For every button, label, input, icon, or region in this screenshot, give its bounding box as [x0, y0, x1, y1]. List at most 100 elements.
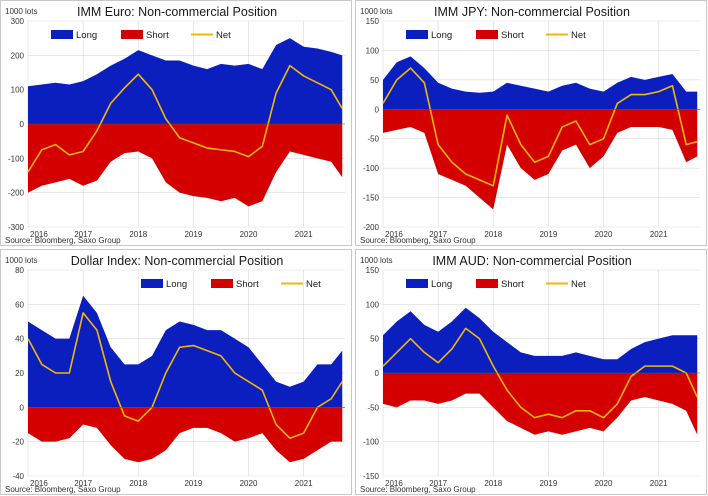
y-tick-label: 40	[15, 335, 24, 344]
chart-dollar-index: Dollar Index: Non-commercial Position 100…	[5, 254, 345, 494]
x-tick-label: 2021	[295, 479, 313, 488]
y-tick-label: 50	[370, 335, 379, 344]
y-tick-label: 0	[375, 369, 380, 378]
legend-label-net: Net	[306, 279, 321, 290]
x-tick-label: 2019	[539, 230, 557, 239]
x-tick-label: 2016	[30, 230, 48, 239]
y-tick-label: 60	[15, 300, 24, 309]
line-net	[382, 67, 698, 187]
x-tick-label: 2017	[429, 230, 447, 239]
legend-swatch-short	[476, 279, 498, 288]
legend: Long Short Net	[406, 279, 586, 290]
y-tick-label: 80	[15, 266, 24, 275]
legend-label-short: Short	[501, 279, 524, 290]
x-tick-label: 2019	[539, 479, 557, 488]
legend: Long Short Net	[141, 279, 321, 290]
x-tick-label: 2017	[74, 230, 92, 239]
x-tick-label: 2018	[484, 230, 502, 239]
y-tick-label: 20	[15, 369, 24, 378]
x-tick-label: 2019	[184, 479, 202, 488]
legend-label-net: Net	[571, 30, 586, 41]
x-tick-label: 2016	[385, 230, 403, 239]
y-unit-label: 1000 lots	[360, 7, 392, 16]
area-short	[28, 124, 343, 207]
chart-panel-euro: IMM Euro: Non-commercial Position 1000 lo…	[0, 0, 352, 246]
legend-label-long: Long	[166, 279, 187, 290]
legend-label-short: Short	[146, 30, 169, 41]
legend: Long Short Net	[51, 30, 231, 41]
y-tick-label: -150	[363, 472, 380, 481]
y-unit-label: 1000 lots	[5, 7, 37, 16]
line-net	[27, 312, 343, 440]
y-tick-label: 0	[375, 105, 380, 114]
y-tick-label: 50	[370, 76, 379, 85]
legend-swatch-long	[141, 279, 163, 288]
chart-panel-jpy: IMM JPY: Non-commercial Position 1000 lot…	[355, 0, 707, 246]
chart-title: IMM JPY: Non-commercial Position	[434, 5, 630, 19]
x-tick-label: 2019	[184, 230, 202, 239]
y-tick-label: -50	[367, 135, 379, 144]
source-note: Source: Bloomberg, Saxo Group	[5, 236, 121, 245]
x-tick-label: 2020	[595, 230, 613, 239]
y-tick-label: -150	[363, 194, 380, 203]
chart-title: IMM AUD: Non-commercial Position	[432, 254, 631, 268]
source-note: Source: Bloomberg, Saxo Group	[5, 485, 121, 494]
y-tick-label: -200	[363, 223, 380, 232]
legend-swatch-long	[406, 30, 428, 39]
y-tick-label: -40	[12, 472, 24, 481]
chart-title: IMM Euro: Non-commercial Position	[77, 5, 277, 19]
legend-swatch-short	[211, 279, 233, 288]
x-tick-label: 2018	[129, 230, 147, 239]
area-long	[28, 295, 343, 408]
legend-label-long: Long	[431, 279, 452, 290]
y-tick-label: -100	[8, 154, 25, 163]
x-tick-label: 2016	[385, 479, 403, 488]
line-net	[382, 327, 698, 419]
legend-label-net: Net	[216, 30, 231, 41]
chart-aud: IMM AUD: Non-commercial Position 1000 lot…	[360, 254, 700, 494]
chart-panel-dollar-index: Dollar Index: Non-commercial Position 100…	[0, 249, 352, 495]
x-tick-label: 2018	[484, 479, 502, 488]
chart-jpy: IMM JPY: Non-commercial Position 1000 lot…	[360, 5, 700, 245]
area-long	[383, 307, 698, 373]
x-tick-label: 2021	[650, 479, 668, 488]
y-tick-label: -100	[363, 164, 380, 173]
line-net	[27, 64, 343, 173]
legend-swatch-long	[406, 279, 428, 288]
chart-title: Dollar Index: Non-commercial Position	[71, 254, 284, 268]
x-tick-label: 2017	[74, 479, 92, 488]
y-tick-label: -100	[363, 438, 380, 447]
legend-label-short: Short	[501, 30, 524, 41]
y-tick-label: 0	[20, 403, 25, 412]
legend-label-long: Long	[431, 30, 452, 41]
legend-swatch-long	[51, 30, 73, 39]
x-tick-label: 2017	[429, 479, 447, 488]
area-short	[28, 407, 343, 463]
legend-label-net: Net	[571, 279, 586, 290]
chart-euro: IMM Euro: Non-commercial Position 1000 lo…	[5, 5, 345, 245]
x-tick-label: 2020	[595, 479, 613, 488]
x-tick-label: 2020	[240, 230, 258, 239]
source-note: Source: Bloomberg, Saxo Group	[360, 236, 476, 245]
x-tick-label: 2021	[650, 230, 668, 239]
legend-label-short: Short	[236, 279, 259, 290]
y-tick-label: 100	[11, 86, 25, 95]
area-long	[28, 38, 343, 124]
y-tick-label: -200	[8, 189, 25, 198]
x-tick-label: 2016	[30, 479, 48, 488]
x-tick-label: 2021	[295, 230, 313, 239]
y-tick-label: 200	[11, 51, 25, 60]
y-tick-label: 0	[20, 120, 25, 129]
x-tick-label: 2020	[240, 479, 258, 488]
y-tick-label: 150	[366, 266, 380, 275]
y-tick-label: 300	[11, 17, 25, 26]
source-note: Source: Bloomberg, Saxo Group	[360, 485, 476, 494]
x-tick-label: 2018	[129, 479, 147, 488]
y-tick-label: -20	[12, 438, 24, 447]
y-tick-label: 100	[366, 46, 380, 55]
area-long	[383, 56, 698, 110]
legend-swatch-short	[121, 30, 143, 39]
y-tick-label: 100	[366, 300, 380, 309]
y-unit-label: 1000 lots	[5, 256, 37, 265]
